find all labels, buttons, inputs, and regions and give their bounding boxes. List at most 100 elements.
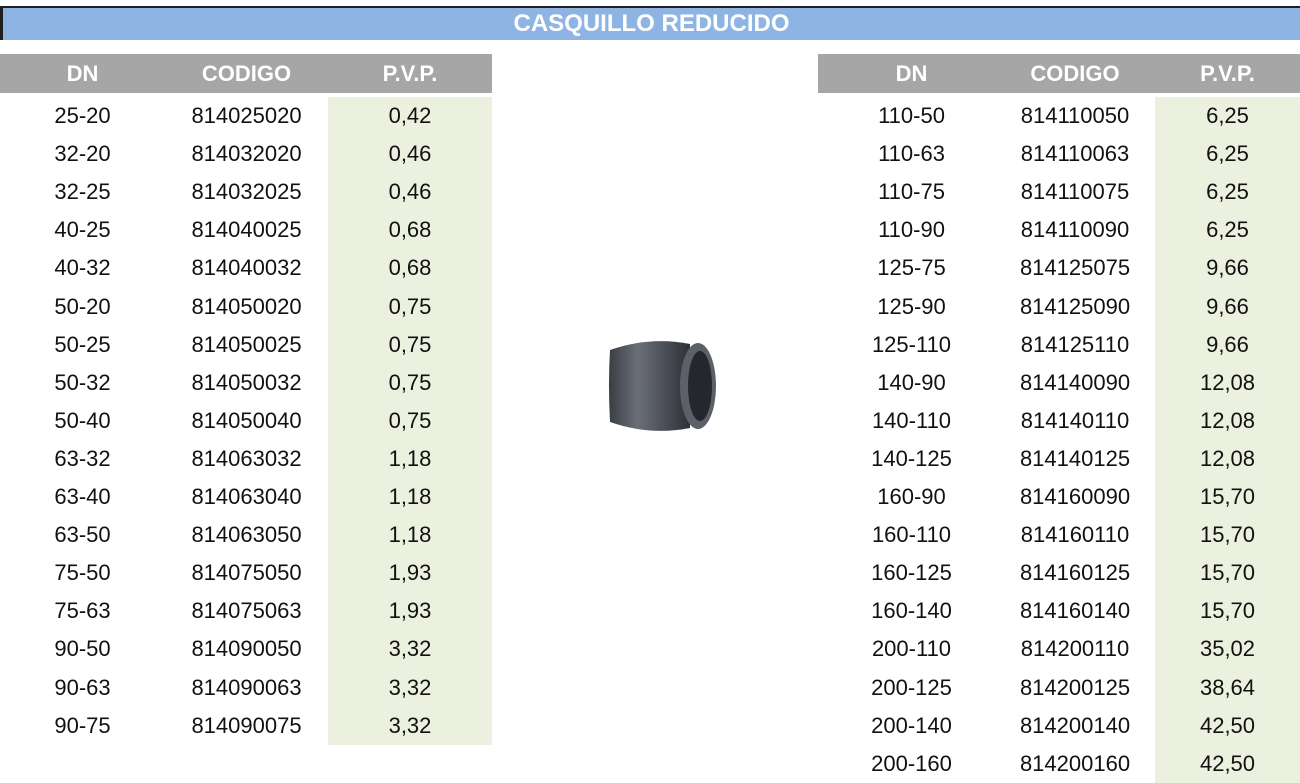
table-cell: 814160140 — [995, 592, 1155, 630]
table-cell: 814200160 — [995, 745, 1155, 783]
table-cell: 6,25 — [1155, 97, 1300, 135]
table-cell: 814110063 — [995, 135, 1155, 173]
table-cell: 814025020 — [165, 97, 328, 135]
table-cell: 15,70 — [1155, 554, 1300, 592]
table-cell: 814032025 — [165, 173, 328, 211]
table-cell: 110-90 — [828, 211, 995, 249]
table-cell: 42,50 — [1155, 745, 1300, 783]
table-cell: 0,46 — [328, 135, 492, 173]
column-header: CODIGO — [995, 54, 1155, 93]
product-image — [590, 330, 730, 440]
table-cell: 814200140 — [995, 707, 1155, 745]
table-cell: 3,32 — [328, 669, 492, 707]
table-cell: 814050025 — [165, 326, 328, 364]
table-cell: 140-125 — [828, 440, 995, 478]
table-cell: 6,25 — [1155, 211, 1300, 249]
table-cell: 6,25 — [1155, 135, 1300, 173]
table-cell: 160-140 — [828, 592, 995, 630]
table-cell: 140-90 — [828, 364, 995, 402]
table-cell: 200-110 — [828, 630, 995, 668]
table-cell: 160-110 — [828, 516, 995, 554]
table-cell: 50-40 — [0, 402, 165, 440]
table-cell: 814125090 — [995, 288, 1155, 326]
table-cell: 1,18 — [328, 516, 492, 554]
column-header: P.V.P. — [1155, 54, 1300, 93]
table-cell: 6,25 — [1155, 173, 1300, 211]
table-cell: 40-25 — [0, 211, 165, 249]
page: {"title": "CASQUILLO REDUCIDO", "left_ta… — [0, 0, 1300, 783]
table-cell: 42,50 — [1155, 707, 1300, 745]
table-cell: 15,70 — [1155, 592, 1300, 630]
table-cell: 140-110 — [828, 402, 995, 440]
table-cell: 110-50 — [828, 97, 995, 135]
table-cell: 814050040 — [165, 402, 328, 440]
table-cell: 160-90 — [828, 478, 995, 516]
table-cell: 110-63 — [828, 135, 995, 173]
table-cell: 814050032 — [165, 364, 328, 402]
table-cell: 63-32 — [0, 440, 165, 478]
table-cell: 75-63 — [0, 592, 165, 630]
table-cell: 32-20 — [0, 135, 165, 173]
table-cell: 814140125 — [995, 440, 1155, 478]
table-cell: 0,75 — [328, 288, 492, 326]
table-cell: 814125110 — [995, 326, 1155, 364]
table-cell: 32-25 — [0, 173, 165, 211]
table-cell: 814063050 — [165, 516, 328, 554]
table-cell: 814090063 — [165, 669, 328, 707]
table-cell: 3,32 — [328, 707, 492, 745]
table-cell: 15,70 — [1155, 516, 1300, 554]
table-cell: 814063040 — [165, 478, 328, 516]
column-header: CODIGO — [165, 54, 328, 93]
table-cell: 0,46 — [328, 173, 492, 211]
table-cell: 814160110 — [995, 516, 1155, 554]
table-cell: 50-25 — [0, 326, 165, 364]
table-cell: 9,66 — [1155, 249, 1300, 287]
column-header: DN — [828, 54, 995, 93]
title-bar: CASQUILLO REDUCIDO — [0, 6, 1300, 40]
table-cell: 814090075 — [165, 707, 328, 745]
table-cell: 814110090 — [995, 211, 1155, 249]
table-cell: 63-50 — [0, 516, 165, 554]
table-cell: 814040032 — [165, 249, 328, 287]
table-cell: 814050020 — [165, 288, 328, 326]
table-cell: 814110050 — [995, 97, 1155, 135]
table-cell: 125-75 — [828, 249, 995, 287]
table-cell: 40-32 — [0, 249, 165, 287]
table-cell: 814160090 — [995, 478, 1155, 516]
table-cell: 814075063 — [165, 592, 328, 630]
table-cell: 0,42 — [328, 97, 492, 135]
table-cell: 814032020 — [165, 135, 328, 173]
table-cell: 38,64 — [1155, 669, 1300, 707]
table-cell: 90-63 — [0, 669, 165, 707]
table-cell: 1,18 — [328, 440, 492, 478]
table-cell: 0,68 — [328, 249, 492, 287]
table-cell: 200-160 — [828, 745, 995, 783]
table-cell: 160-125 — [828, 554, 995, 592]
table-cell: 3,32 — [328, 630, 492, 668]
table-cell: 0,75 — [328, 326, 492, 364]
table-cell: 0,68 — [328, 211, 492, 249]
table-cell: 12,08 — [1155, 440, 1300, 478]
table-cell: 814125075 — [995, 249, 1155, 287]
table-cell: 110-75 — [828, 173, 995, 211]
table-cell: 814200110 — [995, 630, 1155, 668]
table-cell: 9,66 — [1155, 326, 1300, 364]
table-cell: 9,66 — [1155, 288, 1300, 326]
table-cell: 814140090 — [995, 364, 1155, 402]
table-cell: 1,93 — [328, 554, 492, 592]
table-cell: 200-140 — [828, 707, 995, 745]
table-cell: 814140110 — [995, 402, 1155, 440]
table-cell: 814040025 — [165, 211, 328, 249]
table-cell: 90-75 — [0, 707, 165, 745]
table-cell: 1,93 — [328, 592, 492, 630]
table-cell: 125-110 — [828, 326, 995, 364]
table-cell: 50-20 — [0, 288, 165, 326]
table-cell: 814075050 — [165, 554, 328, 592]
table-cell: 814063032 — [165, 440, 328, 478]
table-cell: 0,75 — [328, 364, 492, 402]
column-header: DN — [0, 54, 165, 93]
table-cell: 12,08 — [1155, 364, 1300, 402]
table-cell: 25-20 — [0, 97, 165, 135]
table-cell: 125-90 — [828, 288, 995, 326]
table-cell: 814160125 — [995, 554, 1155, 592]
